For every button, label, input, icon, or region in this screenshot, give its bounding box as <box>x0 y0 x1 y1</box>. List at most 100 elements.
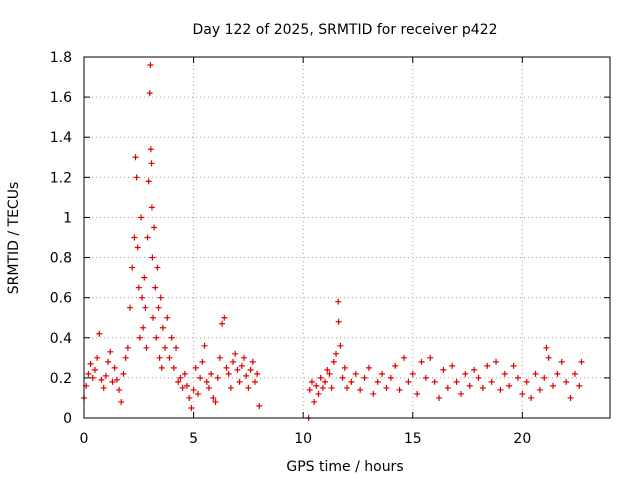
data-point <box>131 234 138 241</box>
data-point <box>140 324 147 331</box>
data-point <box>216 354 223 361</box>
x-tick-label: 0 <box>80 431 89 447</box>
data-point <box>344 384 350 391</box>
data-point <box>335 318 342 325</box>
data-point <box>168 334 175 341</box>
data-point <box>122 354 129 361</box>
chart-title: Day 122 of 2025, SRMTID for receiver p42… <box>192 22 497 38</box>
data-point <box>256 402 263 409</box>
data-point <box>348 378 355 385</box>
x-tick-label: 10 <box>294 431 312 447</box>
data-point <box>156 354 163 361</box>
data-point <box>392 362 399 369</box>
data-point <box>479 384 486 391</box>
data-point <box>148 204 155 211</box>
y-tick-label: 0.6 <box>50 291 72 307</box>
points-layer <box>81 62 585 421</box>
data-point <box>111 364 118 371</box>
data-point <box>153 334 160 341</box>
data-point <box>234 366 241 373</box>
data-point <box>150 314 157 321</box>
data-point <box>567 394 574 401</box>
data-point <box>379 370 386 377</box>
data-point <box>179 384 186 391</box>
data-point <box>212 398 219 405</box>
data-point <box>133 174 140 181</box>
data-point <box>223 364 230 371</box>
data-point <box>519 390 526 397</box>
data-point <box>514 374 521 381</box>
data-point <box>337 342 344 349</box>
data-point <box>159 324 166 331</box>
data-point <box>466 382 473 389</box>
x-tick-label: 5 <box>189 431 198 447</box>
data-point <box>361 374 368 381</box>
y-tick-label: 0.8 <box>50 251 72 267</box>
data-point <box>144 234 151 241</box>
data-point <box>89 374 96 381</box>
data-point <box>152 284 159 291</box>
data-point <box>205 384 212 391</box>
data-point <box>109 378 116 385</box>
data-point <box>137 214 144 221</box>
data-point <box>440 366 447 373</box>
data-point <box>147 146 154 153</box>
data-point <box>254 370 261 377</box>
data-point <box>501 370 508 377</box>
data-point <box>247 366 254 373</box>
data-point <box>578 358 585 365</box>
data-point <box>319 384 326 391</box>
data-point <box>214 374 221 381</box>
data-point <box>453 378 460 385</box>
y-tick-label: 1 <box>63 210 72 226</box>
data-point <box>102 372 109 379</box>
y-tick-label: 1.6 <box>50 90 72 106</box>
data-point <box>541 374 548 381</box>
data-point <box>143 344 150 351</box>
x-axis-title: GPS time / hours <box>286 459 403 475</box>
data-point <box>197 374 204 381</box>
data-point <box>192 364 199 371</box>
data-point <box>339 374 346 381</box>
data-point <box>199 358 206 365</box>
data-point <box>146 90 153 97</box>
data-point <box>365 364 372 371</box>
data-point <box>158 364 165 371</box>
data-point <box>188 404 195 411</box>
data-point <box>422 374 429 381</box>
data-point <box>162 344 169 351</box>
data-point <box>313 382 320 389</box>
data-point <box>558 358 565 365</box>
data-point <box>181 370 188 377</box>
data-point <box>85 370 92 377</box>
data-point <box>322 378 329 385</box>
data-point <box>409 370 416 377</box>
data-point <box>405 378 412 385</box>
data-point <box>326 370 333 377</box>
data-point <box>120 370 127 377</box>
data-point <box>186 394 193 401</box>
y-axis-title: SRMTID / TECUs <box>6 182 22 295</box>
data-point <box>170 364 177 371</box>
data-point <box>142 304 149 311</box>
data-point <box>225 370 232 377</box>
data-point <box>335 298 342 305</box>
data-point <box>243 372 250 379</box>
data-point <box>164 314 171 321</box>
data-point <box>436 394 443 401</box>
data-point <box>306 386 313 393</box>
data-point <box>488 378 495 385</box>
data-point <box>166 354 173 361</box>
y-tick-label: 0 <box>63 411 72 427</box>
data-point <box>249 358 256 365</box>
data-point <box>124 344 131 351</box>
data-point <box>221 314 228 321</box>
data-point <box>484 362 491 369</box>
data-point <box>311 398 318 405</box>
data-point <box>506 382 513 389</box>
data-point <box>100 384 107 391</box>
y-tick-label: 1.4 <box>50 130 72 146</box>
data-point <box>536 386 543 393</box>
